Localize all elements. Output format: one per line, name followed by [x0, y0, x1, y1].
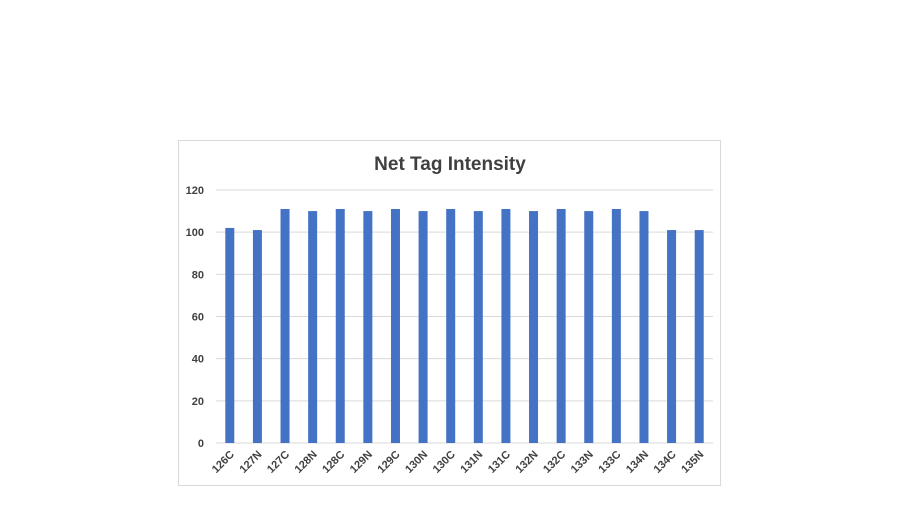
- x-tick-label: 129N: [348, 449, 375, 476]
- x-tick-label: 133C: [596, 449, 623, 476]
- x-tick-label: 132C: [541, 449, 568, 476]
- x-tick-label: 127N: [237, 449, 264, 476]
- x-tick-label: 129C: [376, 449, 403, 476]
- y-axis-ticks: 0 20 40 60 80 100 120: [186, 185, 204, 450]
- bar-128N: [308, 211, 318, 443]
- y-tick-label: 100: [186, 227, 204, 239]
- y-tick-label: 20: [192, 396, 204, 408]
- y-tick-label: 0: [198, 438, 204, 450]
- x-tick-label: 131C: [486, 449, 513, 476]
- y-tick-label: 60: [192, 312, 204, 324]
- x-tick-label: 128N: [293, 449, 320, 476]
- x-tick-label: 126C: [210, 449, 237, 476]
- x-tick-label: 131N: [458, 449, 485, 476]
- bar-130C: [446, 208, 456, 443]
- bar-134C: [667, 230, 677, 443]
- bar-131N: [473, 211, 483, 443]
- bar-126C: [225, 227, 235, 443]
- bar-133N: [584, 211, 594, 443]
- bar-129C: [390, 208, 400, 443]
- bar-129N: [363, 211, 373, 443]
- y-tick-label: 120: [186, 185, 204, 197]
- x-tick-label: 135N: [679, 449, 706, 476]
- x-tick-label: 134C: [652, 449, 679, 476]
- bar-130N: [418, 211, 428, 443]
- bar-127C: [280, 208, 290, 443]
- bar-131C: [501, 208, 511, 443]
- bar-132N: [529, 211, 539, 443]
- bar-134N: [639, 211, 649, 443]
- x-tick-label: 130C: [431, 449, 458, 476]
- gridlines: [216, 189, 713, 444]
- x-tick-label: 128C: [320, 449, 347, 476]
- bars: [225, 208, 704, 443]
- y-tick-label: 80: [192, 269, 204, 281]
- bar-132C: [556, 208, 566, 443]
- chart-title: Net Tag Intensity: [374, 154, 526, 175]
- bar-128C: [335, 208, 345, 443]
- bar-133C: [611, 208, 621, 443]
- x-tick-label: 127C: [265, 449, 292, 476]
- bar-135N: [694, 230, 704, 443]
- bar-127N: [252, 230, 262, 443]
- x-tick-label: 134N: [624, 449, 651, 476]
- x-axis-ticks: 126C 127N 127C 128N 128C 129N 129C 130N 130C 131N…: [210, 449, 707, 476]
- y-tick-label: 40: [192, 354, 204, 366]
- chart-frame: Net Tag Intensity 0 20 40 60 80 100 120 126C 12…: [178, 140, 721, 486]
- x-tick-label: 130N: [403, 449, 430, 476]
- x-tick-label: 133N: [569, 449, 596, 476]
- x-tick-label: 132N: [514, 449, 541, 476]
